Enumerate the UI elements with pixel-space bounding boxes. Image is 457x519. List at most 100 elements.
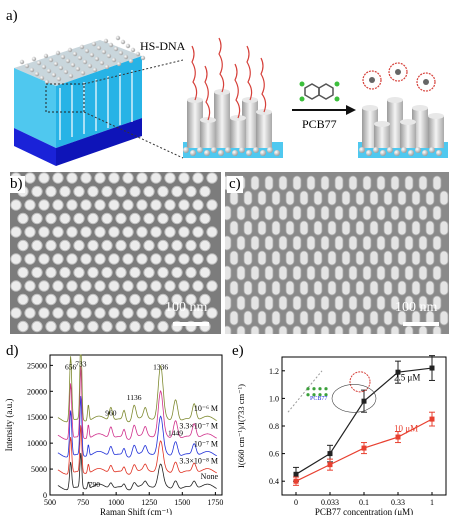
plot-frame: [281, 356, 447, 496]
nanopillar-tilted: [250, 205, 260, 221]
nanopillar-tilted: [285, 220, 295, 236]
nanopillar-tilted: [236, 295, 246, 311]
nanopillar-top: [55, 50, 61, 56]
nanopillar-top-view: [185, 212, 197, 225]
nanopillar-tilted: [376, 265, 386, 281]
folded-dna: [416, 72, 436, 92]
nanopillar-tilted: [383, 280, 393, 296]
nanopillar-top-view: [115, 212, 127, 225]
nanopillar-top-view: [143, 185, 155, 198]
nanopillar-top: [24, 63, 30, 69]
nanopillar-top-view: [45, 185, 57, 198]
nanopillar-tilted: [306, 325, 316, 334]
dna-strand: [218, 37, 225, 93]
folded-dna: [362, 70, 382, 90]
nanopillar-top: [29, 67, 35, 73]
nanopillar-tilted: [383, 220, 393, 236]
nanopillar-top-view: [73, 212, 85, 225]
y-tick-label: 0.6: [269, 450, 279, 459]
nanopillar-top-view: [94, 199, 106, 211]
nanopillar-tilted: [306, 205, 316, 221]
nanopillar-tilted: [362, 325, 372, 334]
nanopillar-top: [68, 73, 74, 79]
nanopillar-tilted: [425, 190, 435, 206]
nanopillar-tilted: [313, 190, 323, 206]
x-tick-label: 0.1: [359, 498, 369, 507]
nanopillar-tilted: [348, 295, 358, 311]
nanopillar-top-view: [101, 212, 113, 225]
nanopillar-top-view: [206, 280, 218, 292]
sem-image-tilted-view: 100 nm: [225, 172, 449, 334]
nanopillar-tilted: [355, 280, 365, 296]
nanopillar-top: [63, 69, 69, 75]
nanopillar-tilted: [390, 235, 400, 251]
gold-nanoparticle: [408, 150, 414, 156]
nanopillar-tilted: [236, 325, 246, 334]
nanopillar-top: [128, 58, 134, 64]
nanopillar-tilted: [383, 250, 393, 266]
nanopillar-tilted: [362, 175, 372, 191]
gold-nanoparticle: [190, 150, 196, 156]
nanopillar-top-view: [17, 320, 29, 333]
nanopillar-tilted: [278, 175, 288, 191]
intensity-ratio-chart: 0.4 0.6 0.8 1.0 1.2 0 0.033 0.1 0.33 1 PCB77 conce…: [236, 355, 447, 515]
nanopillar-top-view: [136, 253, 148, 265]
nanopillar-top-view: [199, 239, 211, 252]
spectrum-line: [57, 354, 217, 423]
pillar-cap: [428, 113, 444, 119]
pcb-molecule: [318, 393, 322, 397]
nanopillar-tilted: [229, 190, 239, 206]
nanopillar-tilted: [285, 310, 295, 326]
nanopillar-tilted: [292, 205, 302, 221]
nanopillar-top: [41, 64, 47, 70]
nanopillar-tilted: [264, 265, 274, 281]
nanopillar-tilted: [225, 265, 232, 281]
pillar-cap: [412, 105, 428, 111]
y-tick-label: 15000: [27, 413, 47, 422]
gold-nanoparticle: [415, 147, 421, 153]
nanopillar-tilted: [432, 265, 442, 281]
nanopillar-tilted: [285, 250, 295, 266]
nanopillar-tilted: [313, 250, 323, 266]
nanopillar-top-view: [164, 307, 176, 319]
nanopillar-tilted: [299, 280, 309, 296]
gold-nanoparticle: [359, 147, 365, 153]
nanopillar-top-view: [185, 239, 197, 252]
nanopillar: [230, 118, 246, 148]
nanopillar-top-view: [52, 253, 64, 265]
nanopillar-top-view: [143, 239, 155, 252]
nanopillar-top-view: [31, 266, 43, 279]
nanopillar-tilted: [334, 325, 344, 334]
gold-nanoparticle: [204, 150, 210, 156]
nanopillar-tilted: [411, 280, 421, 296]
nanopillar-top-view: [10, 199, 22, 211]
nanopillar-top: [46, 68, 52, 74]
data-point: [395, 434, 401, 440]
nanopillar-top-view: [122, 172, 134, 184]
nanopillar-top: [77, 55, 83, 61]
x-tick-label: 1250: [141, 498, 157, 507]
inset-edge: [287, 370, 323, 413]
nanopillar-top-view: [115, 293, 127, 306]
nanopillar-tilted: [229, 220, 239, 236]
nanopillar-top: [58, 65, 64, 71]
nanopillar-tilted: [369, 220, 379, 236]
nanopillar-top-view: [150, 199, 162, 211]
nanopillar-tilted: [355, 310, 365, 326]
nanopillar-tilted: [348, 205, 358, 221]
nanopillar-top: [39, 75, 45, 81]
nanopillar-top-view: [73, 293, 85, 306]
dna-strand: [246, 45, 253, 101]
data-point: [293, 471, 299, 477]
nanopillar-tilted: [397, 190, 407, 206]
gold-nanoparticle: [197, 147, 203, 153]
nanopillar-top-view: [17, 212, 29, 225]
nanopillar-top-view: [87, 320, 99, 333]
nanopillar-tilted: [397, 280, 407, 296]
series-label: 10⁻⁶ M: [194, 404, 218, 413]
nanopillar-top-view: [136, 307, 148, 319]
nanopillar-top: [130, 47, 136, 53]
data-point: [395, 369, 401, 375]
nanopillar-top-view: [157, 293, 169, 306]
nanopillar-top: [103, 38, 109, 44]
